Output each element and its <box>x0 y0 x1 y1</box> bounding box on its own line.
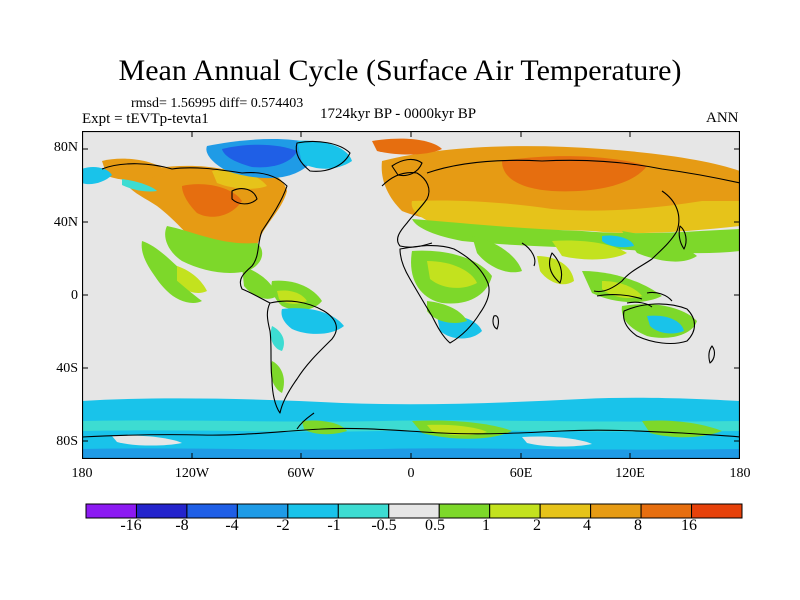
antarctica-green-west <box>302 420 347 435</box>
coast-japan <box>678 225 687 250</box>
coast-africa <box>399 245 490 344</box>
antarctica-light-spots <box>112 435 182 446</box>
na-green-belt <box>165 226 263 273</box>
tibet-yellow <box>552 240 627 260</box>
lon-label-60w: 60W <box>287 466 315 481</box>
colorbar-box-1 <box>135 503 188 519</box>
colorbar-label-n4: -4 <box>225 517 239 534</box>
canada-yellow <box>212 169 267 189</box>
period-label: 1724kyr BP - 0000kyr BP <box>320 106 477 122</box>
lat-label-40s: 40S <box>56 361 78 376</box>
colorbar-label-p4: 4 <box>583 517 591 534</box>
colorbar-box-10 <box>590 503 642 519</box>
coast-scandinavia <box>391 158 423 177</box>
colorbar-label-n1: -1 <box>327 517 341 534</box>
colorbar-box-9 <box>539 503 592 519</box>
temperature-anomaly-map <box>82 131 740 459</box>
coast-antarctic-peninsula <box>296 412 315 430</box>
colorbar <box>85 503 743 519</box>
colorbar-box-3 <box>236 503 289 519</box>
colorbar-label-p8: 8 <box>634 517 642 534</box>
colorbar-box-4 <box>287 503 339 519</box>
europe-hot <box>372 138 442 155</box>
africa-yellow <box>427 261 477 288</box>
coast-north-america <box>101 163 288 304</box>
asia-cool-spots <box>602 235 634 248</box>
sa-cool-south <box>270 326 284 351</box>
colorbar-box-7 <box>438 503 491 519</box>
colorbar-box-6 <box>388 503 440 519</box>
coast-south-america <box>266 300 337 414</box>
lon-label-180e: 180 <box>729 466 751 481</box>
colorbar-label-n16: -16 <box>120 517 142 534</box>
coast-asia <box>426 159 740 293</box>
na-yellow-coast <box>177 266 207 293</box>
antarctica-light-spots-2 <box>522 436 592 447</box>
colorbar-label-n8: -8 <box>175 517 189 534</box>
lat-label-40n: 40N <box>53 215 78 230</box>
colorbar-label-p16: 16 <box>681 517 697 534</box>
lat-label-80s: 80S <box>56 434 78 449</box>
india-yellow <box>537 256 574 285</box>
rmsd-diff-stats: rmsd= 1.56995 diff= 0.574403 <box>131 96 304 111</box>
colorbar-box-8 <box>489 503 541 519</box>
colorbar-label-p2: 2 <box>533 517 541 534</box>
colorbar-label-p05: 0.5 <box>425 517 445 534</box>
antarctica-green-ross <box>642 420 722 438</box>
asia-yellow-band <box>411 200 740 234</box>
seasia-yellow <box>602 281 642 299</box>
africa-green-south <box>427 301 467 323</box>
colorbar-boxes <box>85 503 743 519</box>
arctic-canada-deep-blue <box>222 144 297 168</box>
lat-label-eq: 0 <box>71 288 78 303</box>
map-ticks <box>82 131 740 459</box>
arctic-cyan-strip <box>122 179 157 192</box>
colorbar-box-11 <box>640 503 693 519</box>
alaska-warm <box>102 158 167 181</box>
asia-green-east <box>622 231 697 262</box>
coastlines <box>82 140 740 438</box>
coast-new-zealand <box>708 345 715 364</box>
colorbar-box-12 <box>691 503 743 519</box>
lon-label-0: 0 <box>407 466 415 481</box>
pacific-green-band <box>151 261 202 303</box>
experiment-label: Expt = tEVTp-tevta1 <box>82 111 209 127</box>
coast-australia <box>623 303 696 345</box>
lon-label-60e: 60E <box>509 466 533 481</box>
coast-antarctica <box>82 427 740 438</box>
lon-label-180w: 180 <box>71 466 93 481</box>
lon-label-120e: 120E <box>615 466 645 481</box>
coast-madagascar <box>492 315 499 330</box>
greenland-cyan <box>297 140 352 169</box>
colorbar-label-p1: 1 <box>482 517 490 534</box>
season-label: ANN <box>706 110 739 126</box>
colorbar-box-5 <box>337 503 390 519</box>
colorbar-label-n05: -0.5 <box>371 517 397 534</box>
siberia-hot <box>502 156 647 192</box>
colorbar-box-2 <box>186 503 238 519</box>
coast-hudson-bay <box>231 188 258 205</box>
colorbar-box-0 <box>85 503 137 519</box>
plot-title: Mean Annual Cycle (Surface Air Temperatu… <box>118 54 682 87</box>
coast-indonesia <box>596 291 673 308</box>
lon-label-120w: 120W <box>174 466 210 481</box>
australia-cool <box>647 315 684 334</box>
coast-greenland <box>295 140 351 172</box>
lat-label-80n: 80N <box>53 140 78 155</box>
sa-green-band <box>270 361 284 393</box>
na-hot-region <box>182 184 242 217</box>
colorbar-label-n2: -2 <box>276 517 290 534</box>
mideast-green <box>472 236 522 273</box>
arctic-cyan-left <box>82 167 112 185</box>
caribbean-green <box>242 266 277 299</box>
